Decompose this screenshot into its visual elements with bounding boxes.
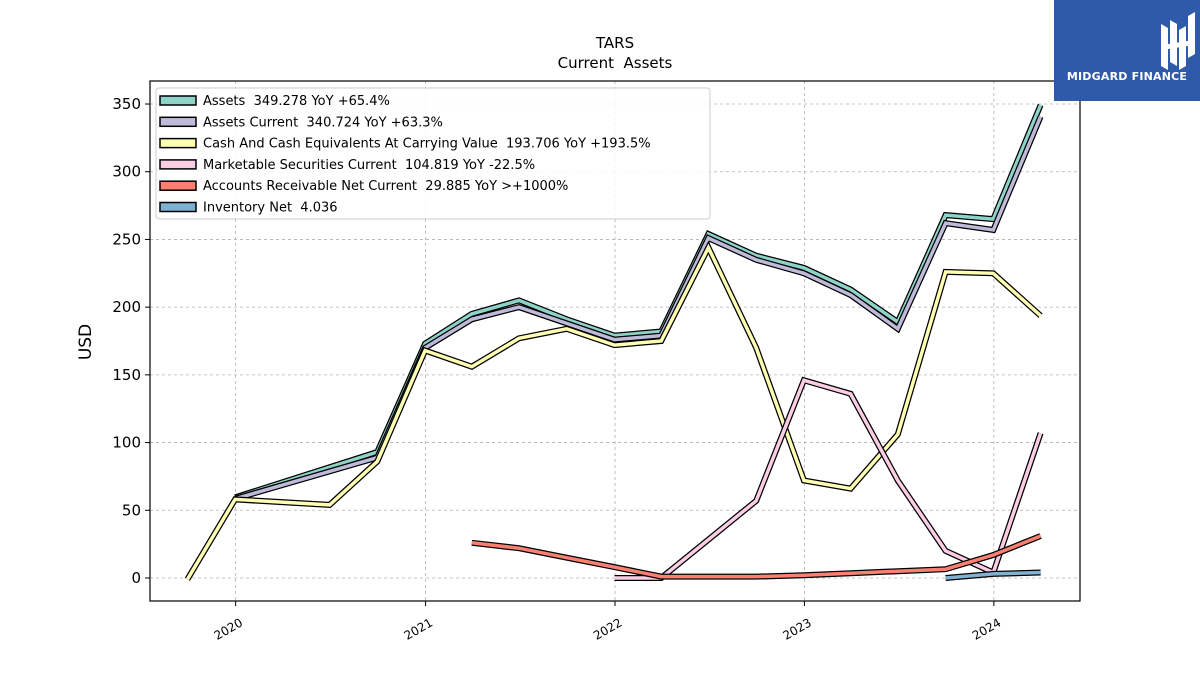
x-tick-label: 2020 — [212, 615, 245, 642]
series-line-1 — [234, 115, 1044, 502]
midgard-finance-logo: MIDGARD FINANCE — [1054, 0, 1200, 101]
legend-swatch — [159, 95, 197, 106]
legend-label: Accounts Receivable Net Current 29.885 Y… — [203, 179, 568, 194]
series-group — [184, 103, 1044, 581]
x-tick-label: 2021 — [402, 615, 435, 642]
y-tick-label: 350 — [112, 95, 141, 113]
y-tick-label: 0 — [131, 569, 141, 587]
series-line-fill — [471, 534, 1042, 579]
chart-title: TARS — [595, 34, 634, 52]
y-tick-label: 250 — [112, 230, 141, 248]
legend-label: Assets 349.278 YoY +65.4% — [203, 94, 390, 109]
legend-label: Cash And Cash Equivalents At Carrying Va… — [203, 137, 651, 152]
series-line-2 — [184, 240, 1043, 581]
legend-swatch — [159, 201, 197, 213]
legend: Assets 349.278 YoY +65.4% Assets Current … — [155, 87, 711, 220]
y-tick-label: 50 — [122, 501, 141, 519]
series-line-fill — [185, 243, 1042, 581]
series-line-outline — [614, 376, 1044, 581]
chart-subtitle: Current Assets — [558, 54, 673, 72]
series-line-fill — [234, 115, 1043, 501]
x-tick-label: 2024 — [970, 615, 1003, 642]
plot-frame — [149, 80, 1081, 602]
series-line-4 — [471, 533, 1042, 580]
legend-swatch — [159, 159, 197, 170]
series-line-fill — [614, 378, 1043, 580]
y-axis: 0 50 100 150 200 250 300 350 — [112, 95, 150, 587]
legend-swatch — [159, 180, 197, 191]
logo-text: MIDGARD FINANCE — [1066, 70, 1188, 83]
legend-box — [155, 87, 711, 220]
y-tick-label: 200 — [112, 298, 141, 316]
legend-label: Assets Current 340.724 YoY +63.3% — [203, 115, 443, 130]
series-line-3 — [614, 376, 1044, 581]
y-tick-label: 150 — [112, 366, 141, 384]
x-tick-label: 2022 — [591, 615, 624, 642]
x-axis: 2020 2021 2022 2023 2024 — [212, 601, 1003, 643]
y-tick-label: 300 — [112, 163, 141, 181]
legend-label: Inventory Net 4.036 — [203, 201, 338, 216]
legend-swatch — [159, 116, 197, 128]
legend-swatch — [159, 137, 197, 149]
y-tick-label: 100 — [112, 434, 141, 452]
y-axis-label: USD — [76, 324, 96, 360]
x-tick-label: 2023 — [780, 615, 813, 642]
series-line-fill — [945, 570, 1041, 580]
series-line-5 — [945, 569, 1041, 581]
legend-label: Marketable Securities Current 104.819 Yo… — [203, 158, 535, 173]
logo-mark-icon — [1161, 12, 1195, 70]
